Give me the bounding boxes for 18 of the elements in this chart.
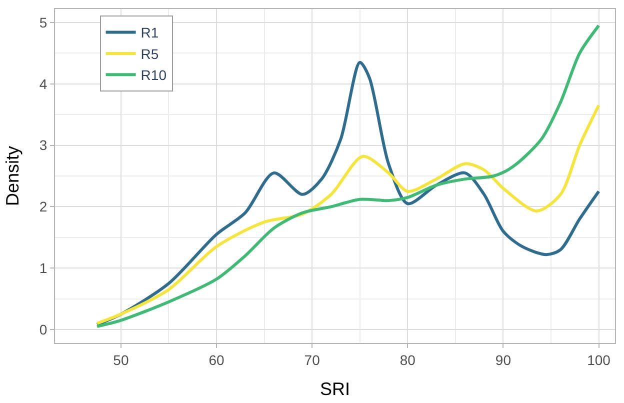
x-tick-label: 60: [208, 352, 224, 368]
legend-label: R10: [140, 67, 167, 84]
y-tick-label: 1: [39, 260, 48, 276]
x-tick-label: 50: [113, 352, 129, 368]
y-tick-label: 4: [39, 76, 48, 92]
x-axis-title: SRI: [320, 378, 350, 399]
y-tick-label: 3: [39, 137, 48, 154]
y-tick-label: 5: [39, 14, 48, 30]
x-tick-label: 100: [587, 352, 611, 368]
x-tick-label: 70: [304, 352, 320, 368]
x-tick-label: 90: [495, 352, 512, 368]
x-tick-label: 80: [400, 352, 416, 368]
y-axis-title: Density: [2, 146, 23, 206]
y-tick-label: 0: [39, 321, 48, 338]
legend-label: R5: [140, 46, 159, 62]
line-series: [96, 104, 600, 325]
legend-label: R1: [140, 24, 159, 41]
y-tick-label: 2: [39, 198, 48, 215]
